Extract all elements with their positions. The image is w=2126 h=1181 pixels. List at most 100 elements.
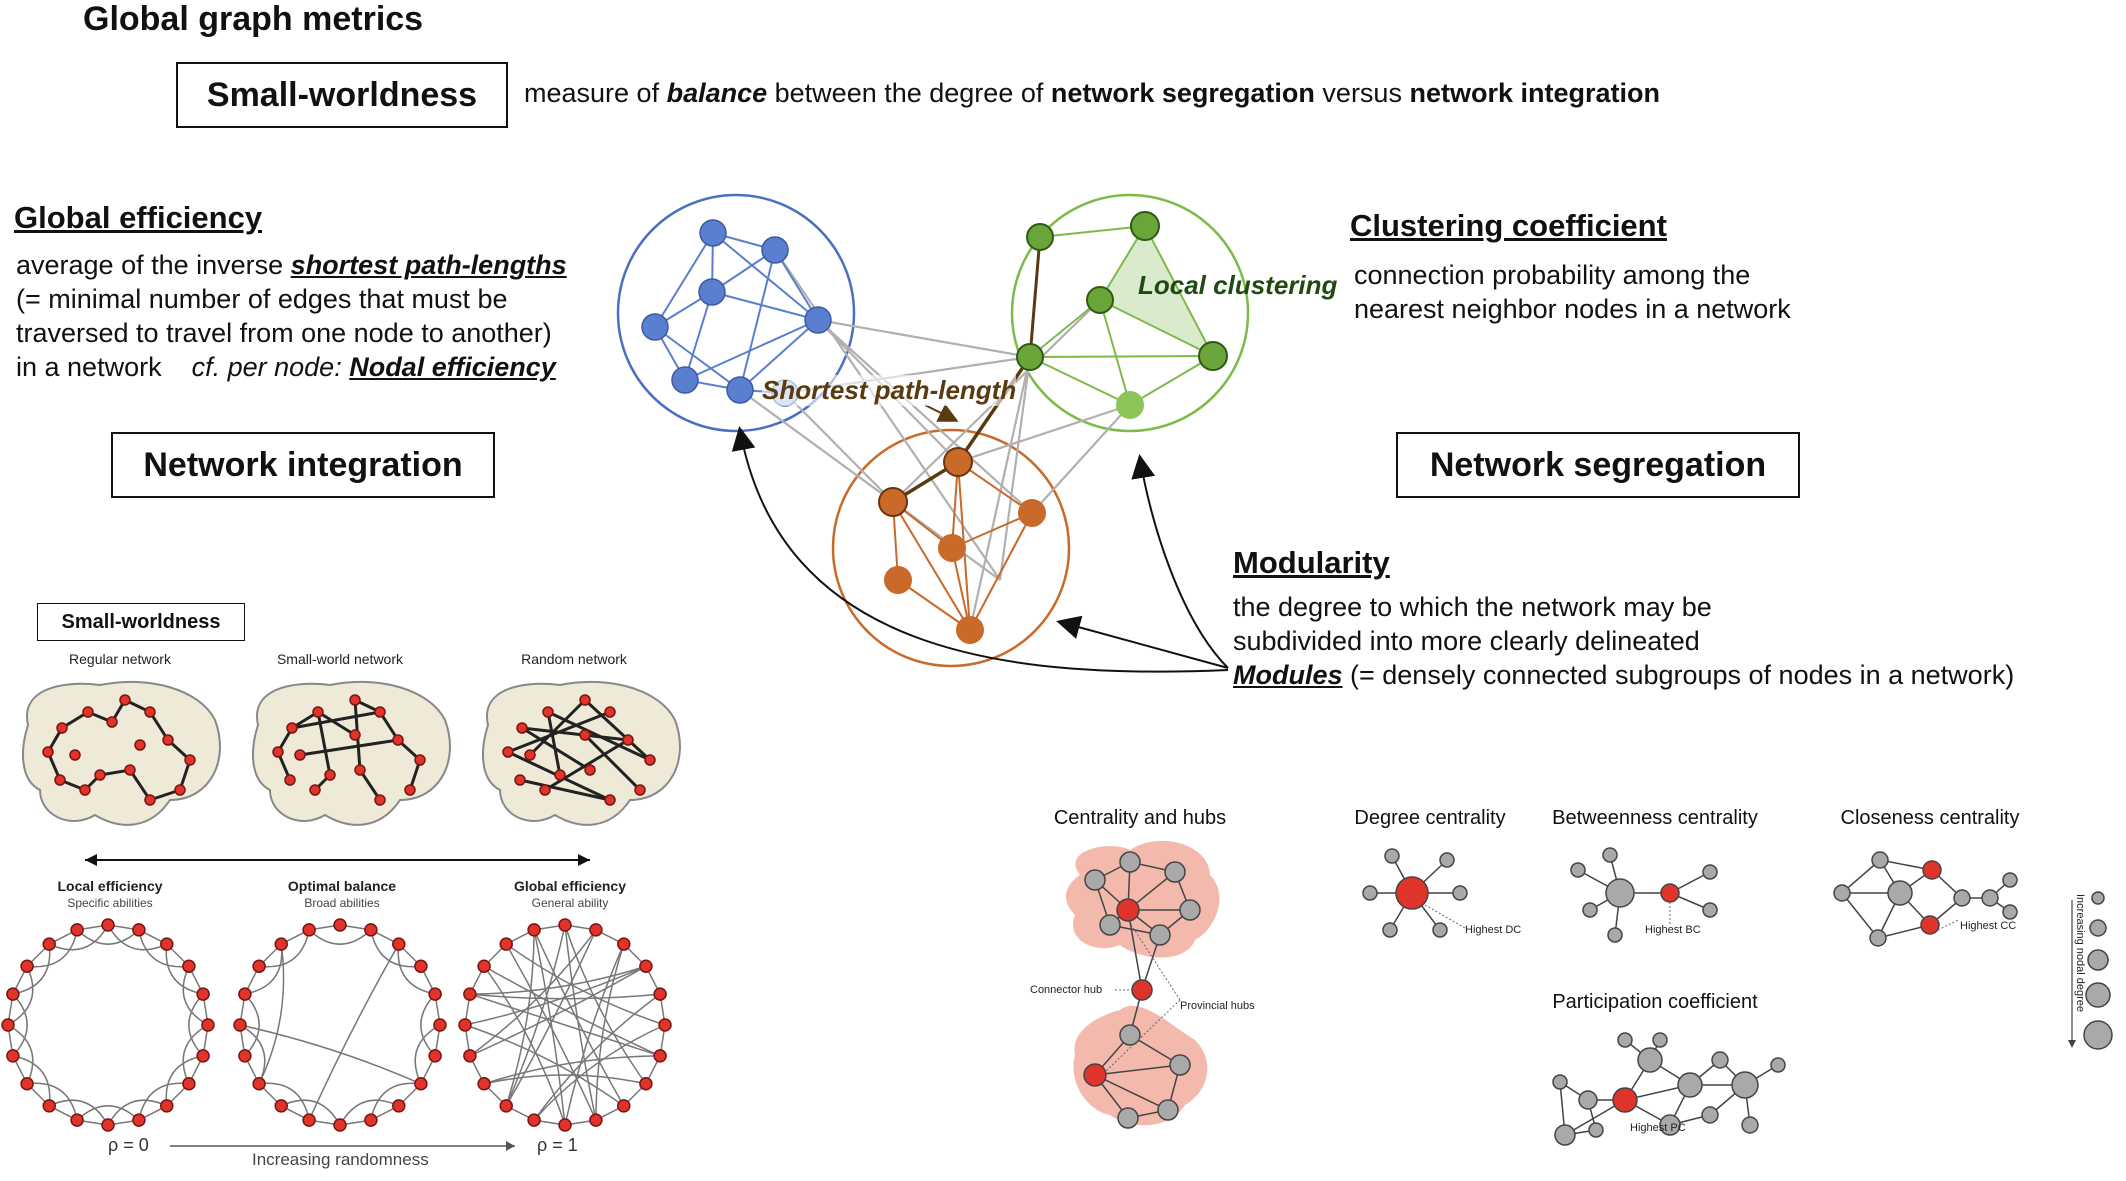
ring-node (414, 1077, 428, 1091)
ring-edge (7, 1024, 34, 1085)
ring-node (20, 959, 34, 973)
ring-edge (469, 965, 647, 1057)
network-integration-label: Network integration (143, 445, 463, 484)
ring-edge (12, 944, 51, 995)
ring-edge (370, 1082, 421, 1121)
ring-edge (505, 929, 597, 1107)
ring-node (364, 1113, 378, 1127)
participation-coefficient-title: Participation coefficient (1552, 991, 1758, 1013)
ring-edge (420, 993, 436, 1057)
ring-node (392, 1099, 406, 1113)
ring-node (201, 1018, 215, 1032)
provincial-hubs-label: Provincial hubs (1180, 1000, 1255, 1012)
ring-edge (434, 993, 441, 1026)
ring-edge (188, 993, 204, 1057)
blue-edges (654, 232, 819, 394)
ring-node (274, 937, 288, 951)
ring-node (42, 1099, 56, 1113)
orange-nodes (878, 447, 1046, 644)
ring-node (527, 923, 541, 937)
hub-blob-bottom (1073, 1005, 1208, 1126)
small-worldness-description: measure of balance between the degree of… (524, 78, 1660, 109)
ring-edge (414, 1024, 441, 1085)
ring-node (617, 1099, 631, 1113)
ring-edge (244, 965, 260, 995)
degree-graph (1362, 848, 1468, 938)
ring-edge (398, 943, 422, 967)
ring-node (274, 1099, 288, 1113)
mod-line1: the degree to which the network may be (1233, 592, 1712, 622)
sw-panel-label: Small-worldness (61, 610, 221, 633)
smallworld-network-label: Small-world network (276, 651, 404, 667)
sw-desc-integration: network integration (1409, 78, 1660, 108)
nodal-degree-legend (2083, 891, 2113, 1050)
ring-node (558, 918, 572, 932)
ring-node (653, 1049, 667, 1063)
ring-node (196, 987, 210, 1001)
ring-node (252, 1077, 266, 1091)
ring-edge (505, 924, 566, 1107)
ring-edge (138, 929, 189, 968)
ring-edge (76, 924, 109, 931)
ring-edge (12, 1055, 28, 1085)
ring-edge (26, 1083, 50, 1107)
ring-edge (659, 1024, 666, 1057)
modularity-heading: Modularity (1233, 545, 1390, 580)
ring-node (658, 1018, 672, 1032)
ring-edge (370, 929, 400, 945)
ring-node (101, 918, 115, 932)
ge-line4b: cf. per node: (191, 352, 350, 382)
ring-node (252, 959, 266, 973)
ring-edge (308, 924, 341, 931)
ring-edge (308, 1119, 341, 1126)
ring-edge (483, 965, 661, 1057)
ring-edge (564, 924, 597, 931)
ring-edge (76, 929, 140, 945)
ring-edge (258, 943, 285, 1085)
ring-edge (420, 965, 436, 995)
ring-edge (595, 1105, 625, 1121)
orange-module (831, 428, 1071, 668)
ring-edge (138, 929, 168, 945)
ring-edge (7, 1024, 14, 1057)
ring-node (1, 1018, 15, 1032)
global-efficiency-small-label: Global efficiency (513, 878, 627, 894)
ring-node (639, 1077, 653, 1091)
ring-edge (464, 965, 647, 1026)
ring-node (20, 1077, 34, 1091)
ring-node (463, 987, 477, 1001)
ring-edge (469, 965, 647, 995)
ring-edge (564, 943, 625, 1126)
ring-edge (12, 965, 28, 995)
ring-edge (339, 924, 372, 931)
network-integration-box: Network integration (111, 432, 495, 498)
ring-edge (280, 1099, 341, 1126)
orange-edges (892, 461, 1033, 631)
ring-edge (469, 993, 661, 1000)
ring-node (132, 1113, 146, 1127)
ring-node (477, 959, 491, 973)
mod-line3b: (= densely connected subgroups of nodes … (1342, 660, 2015, 690)
clustering-heading: Clustering coefficient (1350, 208, 1667, 243)
ring-edge (505, 943, 597, 1121)
optimal-balance-sub: Broad abilities (304, 896, 380, 910)
ring-node (499, 1099, 513, 1113)
ring-edge (483, 965, 566, 1126)
ring-edge (469, 1055, 485, 1085)
ring-edge (533, 929, 625, 1107)
ge-line1a: average of the inverse (16, 250, 291, 280)
ring-edge (244, 944, 283, 995)
ring-edge (505, 943, 666, 1026)
ring-edge (595, 943, 625, 1121)
ring-edge (27, 1082, 78, 1121)
small-worldness-box: Small-worldness (176, 62, 508, 128)
ring-edge (420, 1055, 436, 1085)
ring-node (527, 1113, 541, 1127)
ring-edge (564, 1119, 597, 1126)
ring-node (463, 1049, 477, 1063)
global-efficiency-heading: Global efficiency (14, 200, 263, 235)
ring-edge (239, 1024, 422, 1085)
ring-node (499, 937, 513, 951)
global-efficiency-sub: General ability (531, 896, 609, 910)
ring-node (101, 1118, 115, 1132)
